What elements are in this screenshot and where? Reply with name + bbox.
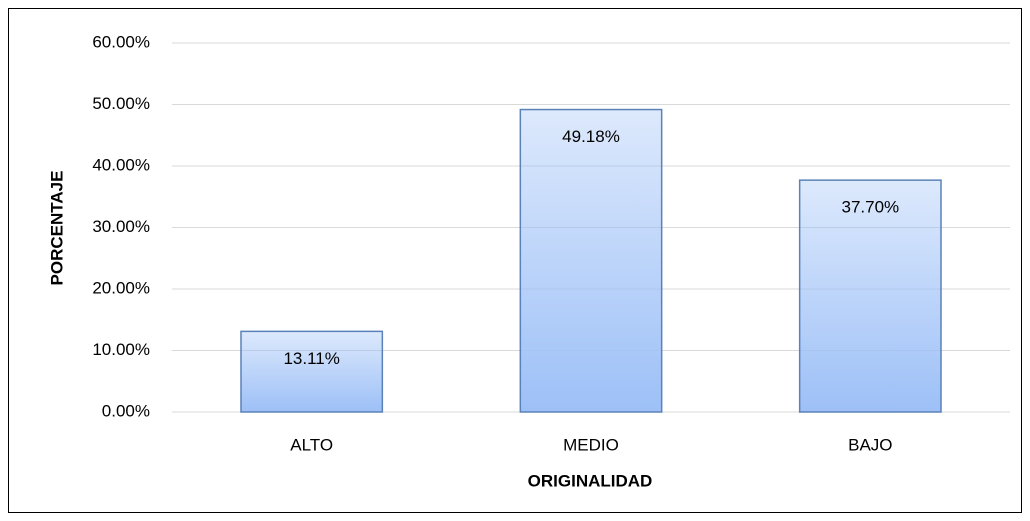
y-tick-label: 50.00% (92, 94, 150, 113)
bar (519, 108, 663, 413)
y-axis-title: PORCENTAJE (47, 171, 66, 286)
data-label: 37.70% (841, 198, 899, 217)
x-tick-label: MEDIO (563, 435, 619, 454)
bar (240, 330, 384, 413)
data-label: 13.11% (283, 349, 339, 368)
y-tick-label: 40.00% (92, 155, 150, 174)
y-tick-label: 20.00% (92, 278, 150, 297)
y-tick-label: 30.00% (92, 217, 150, 236)
bar (798, 179, 942, 413)
y-tick-label: 0.00% (102, 401, 150, 420)
data-label: 49.18% (562, 127, 620, 146)
x-tick-label: BAJO (848, 435, 892, 454)
y-tick-label: 10.00% (92, 340, 150, 359)
y-tick-label: 60.00% (92, 32, 150, 51)
x-tick-label: ALTO (290, 435, 333, 454)
x-axis-title: ORIGINALIDAD (528, 471, 653, 490)
